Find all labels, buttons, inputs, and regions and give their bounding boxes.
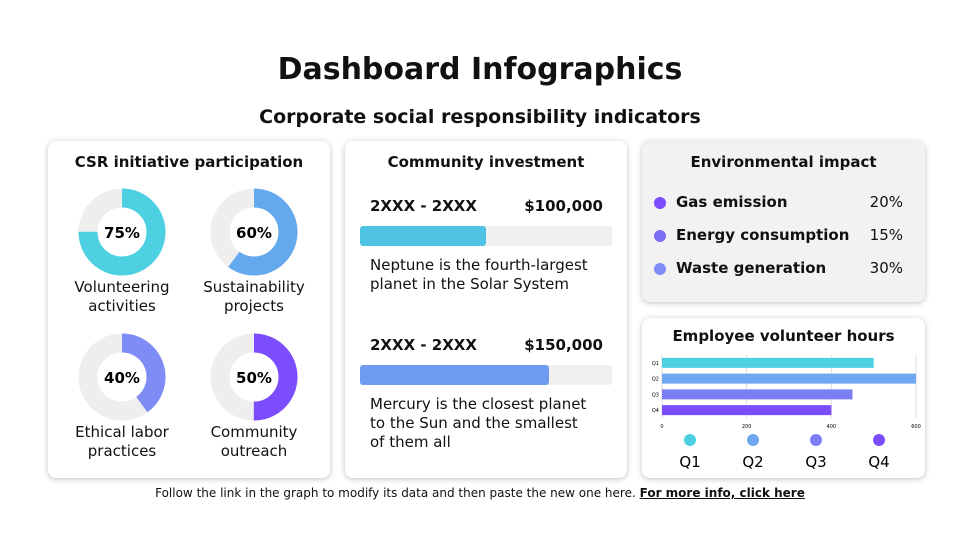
period: 2XXX - 2XXX (370, 336, 477, 354)
env-label: Gas emission (676, 193, 788, 211)
period: 2XXX - 2XXX (370, 197, 477, 215)
dot (654, 197, 666, 209)
bar (662, 389, 853, 400)
donut-caption: Volunteering activities (74, 278, 170, 315)
y-tick-label: Q4 (652, 408, 659, 414)
donut-label: 60% (236, 224, 272, 242)
donut-label: 75% (104, 224, 140, 242)
donut-caption: Sustainability projects (203, 278, 305, 315)
donut-caption: Community outreach (210, 423, 298, 460)
env-value: 20% (869, 193, 903, 211)
y-tick-label: Q2 (652, 377, 659, 383)
legend-dot (684, 434, 696, 446)
bar (360, 226, 486, 246)
title: Dashboard Infographics (277, 52, 683, 87)
x-tick-label: 400 (827, 424, 837, 430)
footer-text: Follow the link in the graph to modify i… (155, 486, 636, 500)
legend-label: Q4 (868, 453, 889, 471)
env-value: 30% (869, 259, 903, 277)
y-tick-label: Q1 (652, 361, 659, 367)
donut-label: 50% (236, 369, 272, 387)
panel: Community investment (345, 141, 627, 478)
panel-title: Environmental impact (690, 153, 877, 171)
donut-arc (78, 188, 166, 276)
env-label: Waste generation (676, 259, 827, 277)
panel-title: Community investment (387, 153, 585, 171)
bar (662, 405, 832, 416)
x-tick-label: 0 (660, 424, 663, 430)
legend-label: Q2 (742, 453, 763, 471)
link[interactable]: For more info, click here (639, 486, 805, 500)
bar (662, 373, 916, 384)
legend-dot (810, 434, 822, 446)
panel: CSR initiative participation (48, 141, 330, 478)
x-tick-label: 200 (742, 424, 752, 430)
donut-label: 40% (104, 369, 140, 387)
legend-label: Q3 (805, 453, 826, 471)
bar (662, 357, 874, 368)
env-label: Energy consumption (676, 226, 850, 244)
legend-label: Q1 (679, 453, 700, 471)
y-tick-label: Q3 (652, 392, 659, 398)
donut-arc (78, 333, 166, 421)
legend-dot (747, 434, 759, 446)
donut-arc (210, 333, 298, 421)
amount: $100,000 (524, 197, 603, 215)
env-value: 15% (869, 226, 903, 244)
donut-arc (210, 188, 298, 276)
panel: Environmental impact (642, 141, 925, 302)
amount: $150,000 (524, 336, 603, 354)
panel-title: Employee volunteer hours (672, 327, 895, 345)
x-tick-label: 600 (911, 424, 921, 430)
footer: Follow the link in the graph to modify i… (0, 486, 960, 500)
description: Neptune is the fourth-largest planet in … (370, 256, 588, 293)
subtitle: Corporate social responsibility indicato… (259, 106, 701, 128)
panel-title: CSR initiative participation (74, 153, 304, 171)
donut-caption: Ethical labor practices (75, 423, 169, 460)
bar (360, 365, 549, 385)
dot (654, 230, 666, 242)
legend-dot (873, 434, 885, 446)
dot (654, 263, 666, 275)
description: Mercury is the closest planet to the Sun… (370, 395, 587, 451)
